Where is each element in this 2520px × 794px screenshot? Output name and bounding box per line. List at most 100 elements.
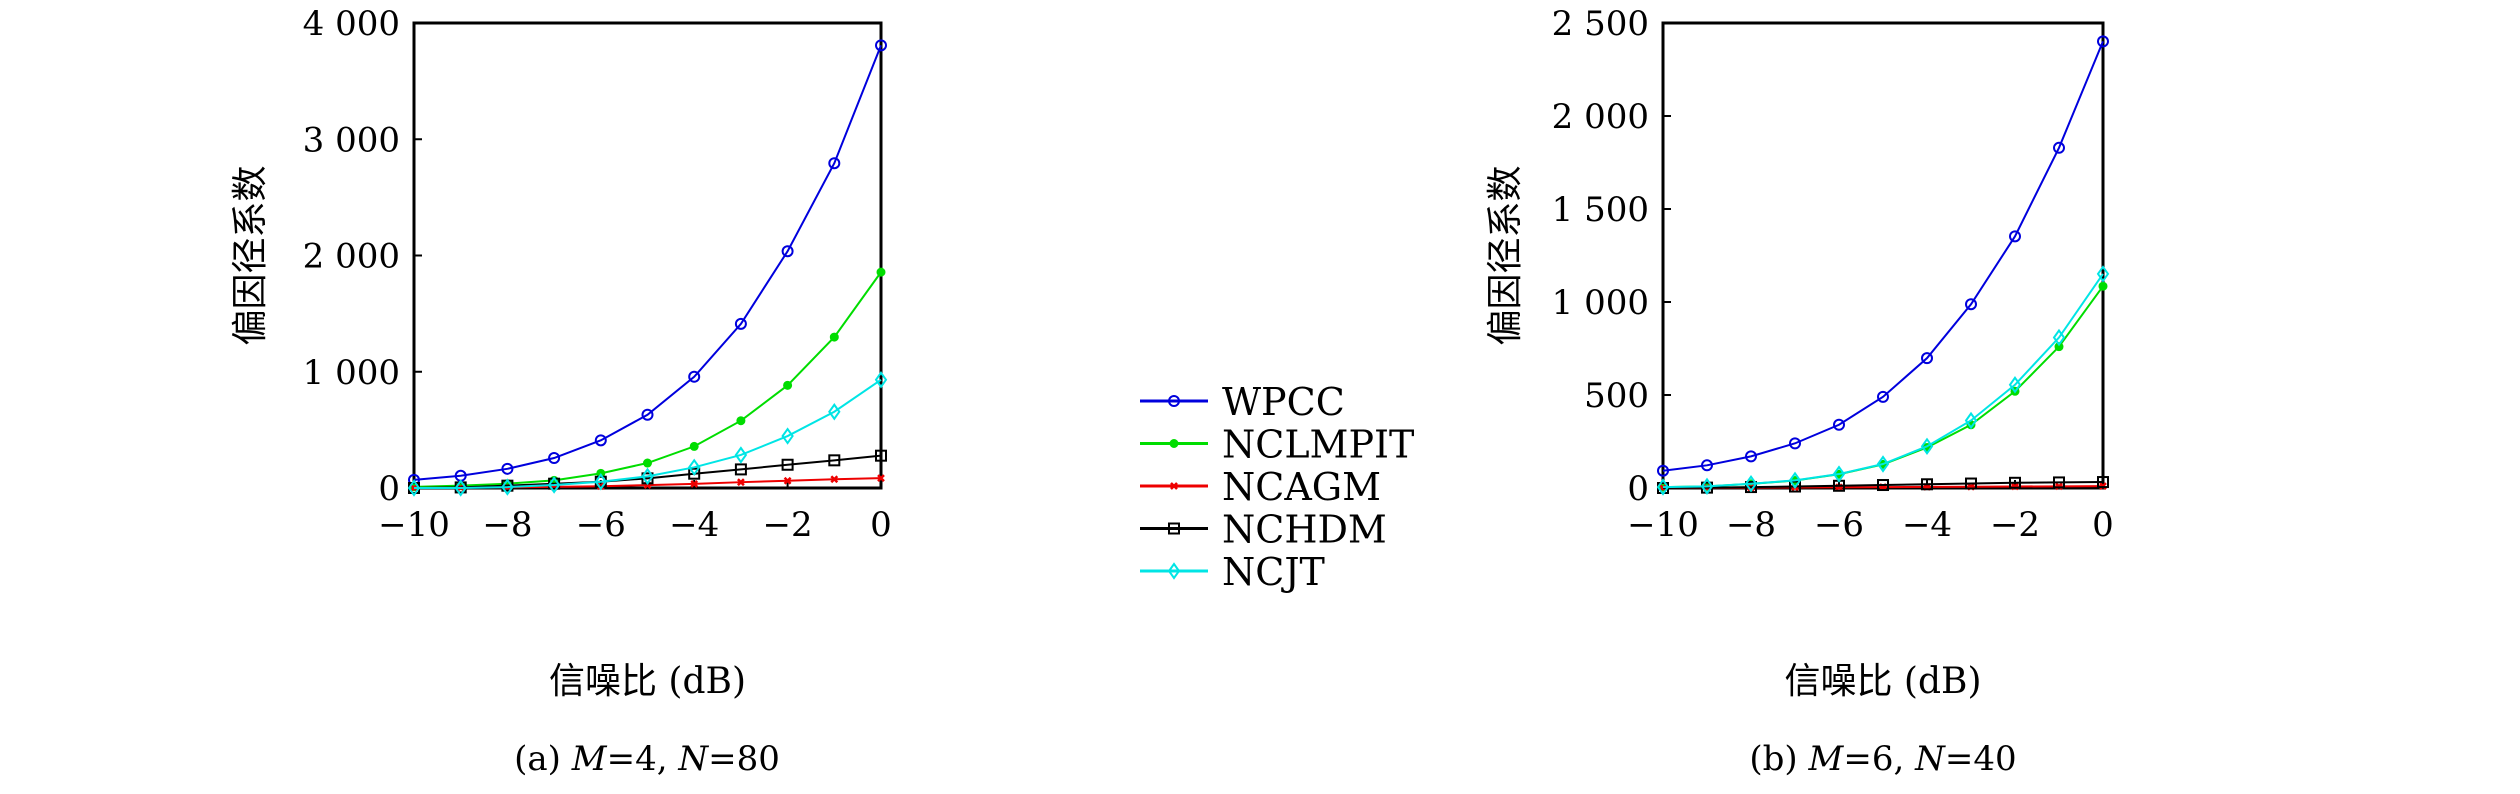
data-point bbox=[1656, 478, 1670, 496]
y-axis-label: 偏因径系数 bbox=[1485, 165, 1526, 345]
series-line bbox=[1662, 273, 2104, 489]
data-point bbox=[594, 473, 608, 491]
x-tick-label: −2 bbox=[763, 505, 813, 545]
data-point bbox=[641, 408, 654, 421]
data-point bbox=[1877, 479, 1889, 492]
data-point bbox=[876, 267, 886, 277]
data-point bbox=[1788, 471, 1802, 490]
series-nclmpit bbox=[1658, 281, 2108, 492]
data-point bbox=[781, 458, 794, 471]
x-tick-label: −6 bbox=[576, 505, 626, 545]
data-point bbox=[734, 446, 748, 464]
x-tick-label: −8 bbox=[482, 505, 532, 545]
data-point bbox=[501, 462, 514, 475]
series-ncjt bbox=[1656, 265, 2110, 496]
x-tick-label: −10 bbox=[1627, 505, 1699, 545]
data-point bbox=[687, 458, 701, 477]
caption-n-val: =80 bbox=[708, 739, 780, 779]
data-point bbox=[874, 371, 888, 389]
data-point bbox=[736, 416, 746, 426]
data-point bbox=[830, 475, 839, 484]
y-tick-label: 0 bbox=[378, 469, 400, 509]
caption-prefix: (b) bbox=[1749, 739, 1808, 779]
series-line bbox=[1662, 41, 2104, 472]
data-point bbox=[829, 332, 839, 342]
series-wpcc bbox=[408, 39, 887, 486]
data-point bbox=[828, 403, 841, 421]
data-point bbox=[689, 441, 699, 451]
data-point bbox=[1745, 450, 1757, 463]
legend-label: NCAGM bbox=[1222, 465, 1381, 509]
data-point bbox=[501, 478, 514, 496]
legend-entry-nclmpit: NCLMPIT bbox=[1140, 423, 1414, 467]
legend-marker bbox=[1168, 522, 1180, 535]
legend-label: NCLMPIT bbox=[1222, 423, 1414, 467]
data-point bbox=[1965, 298, 1977, 311]
y-tick-label: 2 000 bbox=[1552, 97, 1649, 137]
data-point bbox=[828, 157, 841, 170]
caption-n-val: =40 bbox=[1945, 739, 2017, 779]
x-tick-label: −6 bbox=[1814, 505, 1864, 545]
data-point bbox=[407, 479, 421, 497]
y-tick-label: 1 000 bbox=[303, 353, 400, 393]
series-line bbox=[413, 454, 882, 489]
caption-n-var: N bbox=[677, 739, 709, 779]
data-point bbox=[2053, 141, 2065, 154]
data-point bbox=[1789, 437, 1801, 450]
data-point bbox=[734, 463, 747, 476]
y-tick-label: 1 500 bbox=[1552, 190, 1649, 230]
x-axis-label: 信噪比 (dB) bbox=[1784, 661, 1981, 702]
panel-caption: (a) M=4, N=80 bbox=[514, 739, 780, 779]
plot-frame bbox=[1661, 21, 2105, 490]
caption-n-var: N bbox=[1914, 739, 1946, 779]
series-line bbox=[413, 44, 882, 481]
data-point bbox=[1920, 437, 1934, 456]
data-point bbox=[734, 317, 747, 330]
legend-entry-ncjt: NCJT bbox=[1140, 550, 1325, 594]
y-tick-label: 0 bbox=[1627, 469, 1649, 509]
y-axis-label: 偏因径系数 bbox=[230, 165, 271, 345]
data-point bbox=[2009, 230, 2021, 243]
caption-prefix: (a) bbox=[514, 739, 572, 779]
x-tick-label: 0 bbox=[870, 505, 892, 545]
caption-m-val: =6, bbox=[1843, 739, 1915, 779]
legend-label: NCJT bbox=[1222, 550, 1325, 594]
data-point bbox=[1964, 411, 1978, 430]
x-tick-label: −2 bbox=[1990, 505, 2040, 545]
legend-entry-nchdm: NCHDM bbox=[1140, 508, 1387, 552]
data-point bbox=[594, 434, 607, 447]
series-ncjt bbox=[407, 371, 888, 497]
legend-label: WPCC bbox=[1222, 380, 1345, 424]
data-point bbox=[1921, 478, 1933, 491]
data-point bbox=[690, 480, 699, 488]
x-tick-label: −10 bbox=[378, 505, 450, 545]
data-point bbox=[781, 245, 794, 258]
data-point bbox=[781, 427, 794, 445]
data-point bbox=[2097, 476, 2109, 489]
data-point bbox=[641, 467, 654, 486]
data-point bbox=[737, 478, 745, 487]
data-point bbox=[688, 467, 701, 480]
legend-entry-ncagm: NCAGM bbox=[1140, 465, 1381, 509]
x-axis-label: 信噪比 (dB) bbox=[549, 661, 746, 702]
data-point bbox=[1876, 455, 1890, 473]
x-tick-label: −8 bbox=[1726, 505, 1776, 545]
y-tick-label: 500 bbox=[1584, 376, 1649, 416]
legend-marker bbox=[1170, 482, 1178, 490]
data-point bbox=[1789, 480, 1801, 493]
data-point bbox=[875, 39, 887, 52]
data-point bbox=[643, 458, 652, 468]
series-line bbox=[1662, 481, 2104, 489]
data-point bbox=[2053, 476, 2065, 489]
data-point bbox=[2098, 281, 2108, 291]
x-tick-label: −4 bbox=[669, 505, 719, 545]
legend-marker bbox=[1169, 439, 1179, 448]
data-point bbox=[783, 476, 792, 485]
data-point bbox=[1832, 465, 1846, 483]
legend-label: NCHDM bbox=[1222, 508, 1387, 552]
data-point bbox=[1744, 475, 1758, 493]
legend-marker bbox=[1167, 562, 1181, 580]
caption-m-var: M bbox=[571, 739, 608, 779]
